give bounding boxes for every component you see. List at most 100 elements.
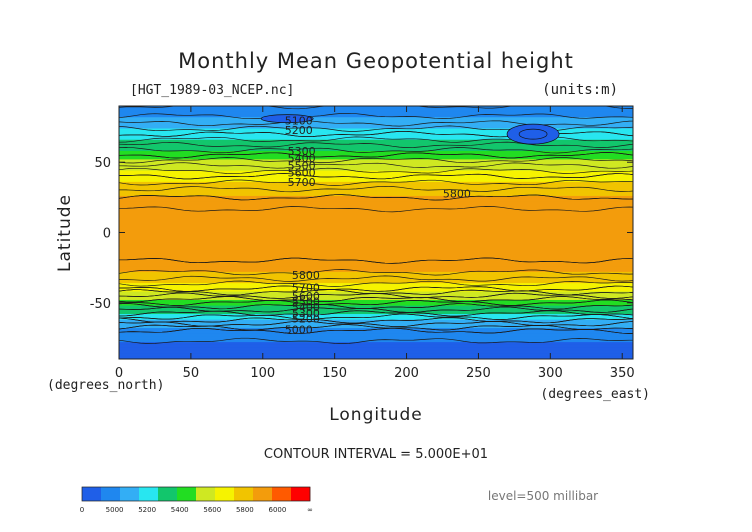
- contour-label: 5200: [292, 312, 320, 325]
- colorbar-label: 5600: [203, 506, 221, 514]
- contour-band: [119, 162, 633, 166]
- x-tick-label: 0: [115, 366, 123, 381]
- contour-band: [119, 207, 633, 211]
- contour-band: [119, 218, 633, 222]
- file-label: [HGT_1989-03_NCEP.nc]: [130, 83, 294, 98]
- y-tick-label: 0: [103, 227, 111, 242]
- contour-band: [119, 131, 633, 135]
- contour-band: [119, 122, 633, 127]
- contour-line: [119, 299, 633, 306]
- contour-label: 5300: [292, 307, 320, 320]
- colorbar-swatch: [253, 487, 273, 501]
- contour-band: [119, 277, 633, 281]
- contour-line: [119, 120, 633, 127]
- contour-label: 5700: [288, 176, 316, 189]
- contour-line: [119, 275, 633, 282]
- contour-band: [119, 125, 633, 130]
- contour-band: [119, 108, 633, 113]
- contour-band: [119, 159, 633, 163]
- contour-label: 5000: [285, 324, 313, 337]
- contour-line: [119, 317, 633, 324]
- contour-label: 5600: [292, 290, 320, 303]
- contour-line: [119, 162, 633, 169]
- contour-line: [119, 152, 633, 159]
- y-tick-label: -50: [90, 297, 111, 312]
- contour-band: [119, 153, 633, 158]
- contour-label: 5200: [285, 124, 313, 137]
- contour-band: [119, 263, 633, 267]
- contour-band: [119, 353, 633, 357]
- colorbar: 0 5000 5200 5400 5600 5800 6000 ∞: [80, 486, 313, 514]
- x-tick-label: 300: [538, 366, 563, 381]
- contour-band: [119, 106, 633, 110]
- contour-line: [119, 257, 633, 264]
- contour-line: [119, 269, 633, 276]
- units-label: (units:m): [542, 82, 618, 98]
- contour-band: [119, 229, 633, 234]
- colorbar-swatch: [215, 487, 235, 501]
- contour-band: [119, 190, 633, 194]
- contour-band: [119, 280, 633, 284]
- contour-band: [119, 269, 633, 273]
- contour-line: [119, 194, 633, 201]
- contour-label: 5100: [285, 114, 313, 127]
- contour-line: [119, 306, 633, 313]
- colorbar-swatch: [139, 487, 159, 501]
- contour-band: [119, 111, 633, 116]
- contour-label: 5800: [443, 187, 471, 200]
- contour-band: [119, 167, 633, 172]
- contour-band: [119, 308, 633, 312]
- contour-line: [119, 179, 633, 186]
- colorbar-swatch: [82, 487, 102, 501]
- contour-band: [119, 314, 633, 318]
- contour-band: [119, 179, 633, 183]
- colorbar-swatch: [291, 487, 311, 501]
- contour-band: [119, 224, 633, 228]
- contour-band: [119, 145, 633, 149]
- x-axis-ticks: 0 50 100 150 200 250 300 350: [115, 106, 635, 381]
- contour-band: [119, 240, 633, 245]
- contour-band: [119, 305, 633, 309]
- x-unit-label: (degrees_east): [540, 387, 650, 402]
- contour-band: [119, 198, 633, 203]
- contour-band: [119, 283, 633, 287]
- contour-line: [119, 185, 633, 193]
- contour-band: [119, 204, 633, 208]
- contour-band: [119, 243, 633, 248]
- contour-band: [119, 328, 633, 332]
- low-center-mark: [506, 123, 560, 145]
- colorbar-label: 6000: [269, 506, 287, 514]
- contour-band: [119, 136, 633, 141]
- contour-band: [119, 254, 633, 259]
- x-axis-title: Longitude: [329, 405, 423, 425]
- contour-label: 5400: [292, 301, 320, 314]
- chart-title: Monthly Mean Geopotential height: [178, 49, 574, 73]
- contour-line: [119, 313, 633, 320]
- y-unit-label: (degrees_north): [47, 378, 164, 393]
- colorbar-swatch: [120, 487, 140, 501]
- contour-band: [119, 339, 633, 343]
- contour-band: [119, 299, 633, 304]
- colorbar-label: 5400: [171, 506, 189, 514]
- x-tick-label: 50: [183, 366, 200, 381]
- colorbar-swatch: [158, 487, 178, 501]
- contour-band: [119, 249, 633, 253]
- colorbar-label: 0: [80, 506, 84, 514]
- contour-line: [119, 303, 633, 310]
- plot-area: [119, 106, 633, 359]
- contour-band: [119, 210, 633, 214]
- contour-band: [119, 184, 633, 189]
- contour-label: 5500: [292, 296, 320, 309]
- contour-band: [119, 311, 633, 315]
- x-tick-label: 350: [610, 366, 635, 381]
- contour-band: [119, 347, 633, 352]
- contour-band: [119, 193, 633, 197]
- contour-band: [119, 342, 633, 346]
- contour-line: [119, 327, 633, 335]
- contour-label: 5600: [288, 166, 316, 179]
- contour-band: [119, 266, 633, 270]
- contour-label: 5800: [292, 269, 320, 282]
- contour-band: [119, 336, 633, 340]
- x-tick-label: 100: [250, 366, 275, 381]
